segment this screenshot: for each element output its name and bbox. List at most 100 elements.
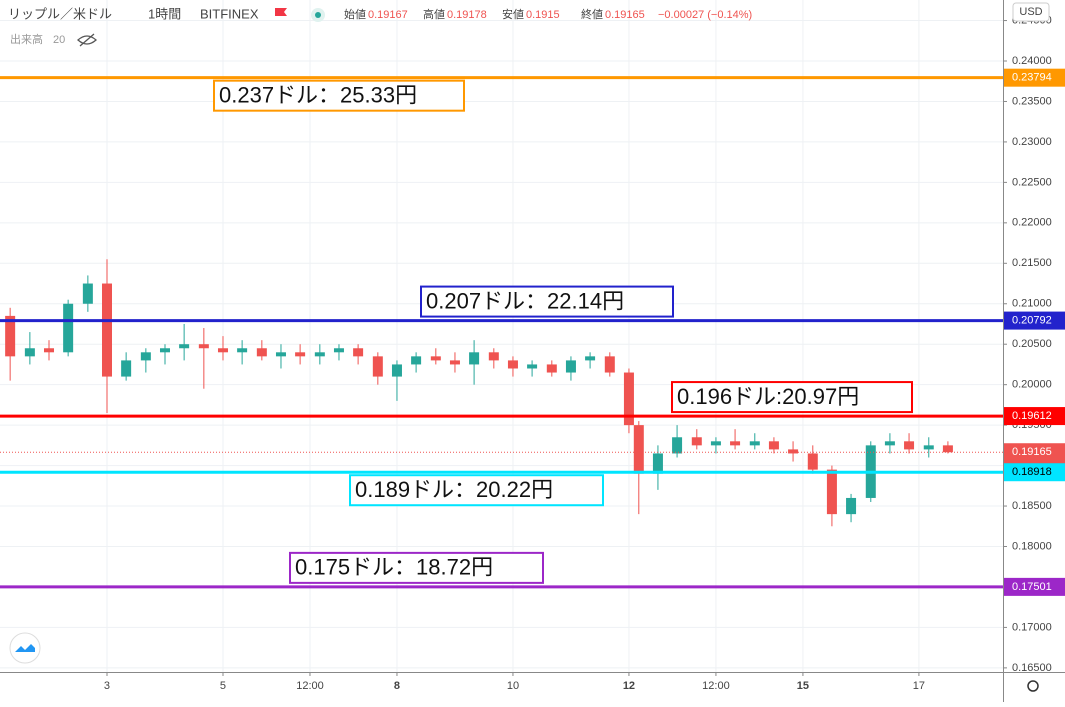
y-tick-label: 0.24000 bbox=[1012, 55, 1052, 67]
settings-icon[interactable] bbox=[1027, 680, 1039, 692]
y-tick-label: 0.16500 bbox=[1012, 662, 1052, 674]
y-tick-label: 0.21000 bbox=[1012, 298, 1052, 310]
logo-badge bbox=[9, 632, 41, 664]
y-tick-label: 0.22000 bbox=[1012, 217, 1052, 229]
x-tick-label: 12:00 bbox=[702, 680, 730, 692]
level-price-box bbox=[1004, 577, 1065, 596]
x-tick-label: 3 bbox=[104, 680, 110, 692]
level-price-label: 0.20792 bbox=[1012, 314, 1052, 326]
x-tick-label: 15 bbox=[797, 680, 809, 692]
candle-body bbox=[730, 441, 741, 446]
level-price-label: 0.18918 bbox=[1012, 466, 1052, 478]
status-dot bbox=[315, 12, 321, 18]
candle-body bbox=[565, 360, 576, 373]
interval: 1時間 bbox=[148, 6, 181, 21]
change: −0.00027 (−0.14%) bbox=[658, 9, 752, 21]
candle-body bbox=[846, 497, 857, 515]
logo bbox=[15, 644, 35, 652]
candle-body bbox=[121, 360, 132, 377]
y-tick-label: 0.18000 bbox=[1012, 540, 1052, 552]
candle-body bbox=[44, 348, 55, 353]
level-price-label: 0.19612 bbox=[1012, 410, 1052, 422]
y-tick-label: 0.18500 bbox=[1012, 500, 1052, 512]
open-value: 0.19167 bbox=[368, 9, 408, 21]
candle-body bbox=[623, 372, 634, 426]
candle-body bbox=[295, 352, 306, 357]
y-tick-label: 0.22500 bbox=[1012, 176, 1052, 188]
level-price-label: 0.17501 bbox=[1012, 581, 1052, 593]
level-note-box bbox=[349, 474, 604, 507]
candle-body bbox=[256, 348, 267, 357]
y-tick-label: 0.20500 bbox=[1012, 338, 1052, 350]
candle-body bbox=[449, 360, 460, 365]
candle-body bbox=[788, 449, 799, 454]
volume-label: 出来高 bbox=[10, 32, 43, 46]
x-tick-label: 8 bbox=[394, 680, 400, 692]
level-price-box bbox=[1004, 68, 1065, 87]
level-note-box bbox=[420, 285, 674, 318]
currency-box bbox=[1012, 2, 1050, 22]
candle-body bbox=[652, 453, 663, 474]
y-tick-label: 0.20000 bbox=[1012, 379, 1052, 391]
level-note: 0.175ドル：18.72円 bbox=[295, 555, 493, 580]
close-label: 終値 bbox=[581, 7, 603, 21]
y-tick-label: 0.23500 bbox=[1012, 95, 1052, 107]
candle-body bbox=[942, 445, 953, 453]
low-value: 0.1915 bbox=[526, 9, 560, 21]
candle-body bbox=[768, 441, 779, 450]
x-tick-label: 5 bbox=[220, 680, 226, 692]
volume-value: 20 bbox=[53, 34, 65, 46]
candle-body bbox=[5, 315, 16, 357]
candle-body bbox=[391, 364, 402, 377]
candle-body bbox=[314, 352, 325, 357]
symbol: リップル／米ドル bbox=[8, 6, 112, 21]
candle-body bbox=[469, 352, 480, 365]
candle-body bbox=[333, 348, 344, 353]
open-label: 始値 bbox=[344, 7, 366, 21]
high-value: 0.19178 bbox=[447, 9, 487, 21]
candle-body bbox=[546, 364, 557, 373]
x-tick-label: 12 bbox=[623, 680, 635, 692]
candle-body bbox=[672, 437, 683, 454]
currency: USD bbox=[1019, 6, 1042, 18]
candle-body bbox=[101, 283, 112, 377]
low-label: 安値 bbox=[502, 7, 524, 21]
candle-body bbox=[275, 352, 286, 357]
y-tick-label: 0.17000 bbox=[1012, 621, 1052, 633]
level-note: 0.207ドル：22.14円 bbox=[426, 288, 624, 313]
plot: 0.237ドル：25.33円 0.207ドル：22.14円 0.196ドル:20.9… bbox=[0, 76, 1003, 589]
candle-body bbox=[63, 303, 74, 353]
candle-body bbox=[159, 348, 170, 353]
high-label: 高値 bbox=[423, 7, 445, 21]
level-price-box bbox=[1004, 311, 1065, 330]
candle-body bbox=[217, 348, 228, 353]
x-tick-label: 17 bbox=[913, 680, 925, 692]
x-tick-label: 12:00 bbox=[296, 680, 324, 692]
flag-icon[interactable] bbox=[275, 8, 287, 16]
level-note: 0.237ドル：25.33円 bbox=[219, 82, 417, 107]
candle-body bbox=[353, 348, 364, 357]
candle-body bbox=[826, 469, 837, 515]
candle-body bbox=[884, 441, 895, 446]
header: リップル／米ドル 1時間 BITFINEX 始値 0.19167 高値 0.19… bbox=[8, 2, 1050, 692]
level-note: 0.189ドル：20.22円 bbox=[355, 477, 553, 502]
candle-body bbox=[527, 364, 538, 369]
candle-body bbox=[749, 441, 760, 446]
candle-body bbox=[411, 356, 422, 365]
hide-icon[interactable] bbox=[77, 33, 97, 47]
axes: 0.165000.170000.175000.180000.185000.190… bbox=[104, 14, 1065, 692]
candle-body bbox=[430, 356, 441, 361]
candle-body bbox=[488, 352, 499, 361]
candle-body bbox=[633, 425, 644, 474]
candle-body bbox=[372, 356, 383, 377]
level-note-box bbox=[213, 79, 465, 112]
x-tick-label: 10 bbox=[507, 680, 519, 692]
candle-body bbox=[140, 352, 151, 361]
candle-body bbox=[904, 441, 915, 450]
level-price-box bbox=[1004, 407, 1065, 426]
candle-body bbox=[179, 344, 190, 349]
candle-body bbox=[82, 283, 93, 304]
last-price-label: 0.19165 bbox=[1012, 446, 1052, 458]
